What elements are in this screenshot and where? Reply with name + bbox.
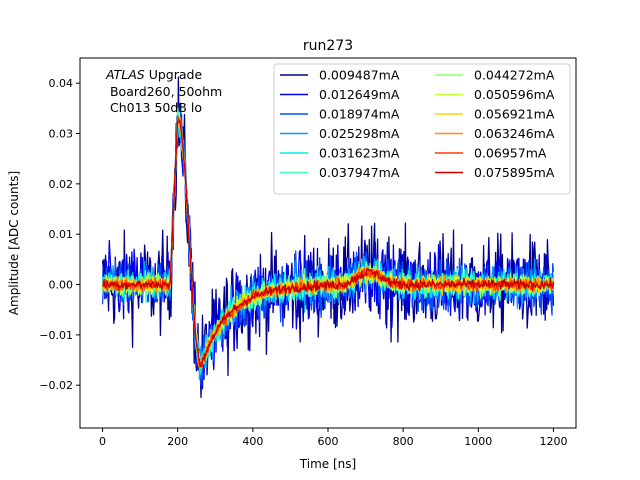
legend-label: 0.009487mA — [319, 68, 400, 83]
x-tick-label: 800 — [393, 435, 414, 448]
annotation-line1: ATLAS Upgrade — [105, 67, 202, 82]
y-tick-label: 0.02 — [49, 178, 74, 191]
series-line-12 — [102, 119, 555, 368]
series-layer — [101, 76, 555, 399]
y-axis: −0.02 −0.01 0.00 0.01 0.02 0.03 0.04 — [39, 77, 80, 392]
y-tick-label: −0.02 — [39, 379, 73, 392]
legend-label: 0.050596mA — [474, 87, 555, 102]
x-tick-label: 1000 — [464, 435, 492, 448]
plot-area — [101, 76, 555, 399]
x-axis: 0 200 400 600 800 1000 1200 — [99, 428, 567, 448]
annotation-atlas: ATLAS — [105, 67, 145, 82]
y-tick-label: 0.04 — [49, 77, 74, 90]
series-line-3 — [101, 104, 555, 387]
legend-label: 0.012649mA — [319, 87, 400, 102]
legend: 0.009487mA 0.012649mA 0.018974mA 0.025298mA… — [273, 63, 571, 195]
y-tick-label: −0.01 — [39, 329, 73, 342]
legend-box — [273, 63, 571, 195]
legend-label: 0.018974mA — [319, 107, 400, 122]
legend-label: 0.025298mA — [319, 126, 400, 141]
legend-label: 0.063246mA — [474, 126, 555, 141]
chart-title: run273 — [303, 38, 353, 54]
x-axis-label: Time [ns] — [299, 457, 356, 471]
atlas-annotation: ATLAS Upgrade Board260, 50ohm Ch013 50dB… — [105, 67, 222, 115]
legend-items: 0.009487mA 0.012649mA 0.018974mA 0.025298mA… — [280, 68, 555, 180]
y-tick-label: 0.01 — [49, 228, 74, 241]
legend-label: 0.06957mA — [474, 146, 547, 161]
annotation-line2: Board260, 50ohm — [106, 84, 222, 99]
y-tick-label: 0.03 — [49, 128, 74, 141]
annotation-upgrade: Upgrade — [145, 67, 203, 82]
x-tick-label: 200 — [167, 435, 188, 448]
legend-label: 0.037947mA — [319, 165, 400, 180]
legend-label: 0.075895mA — [474, 165, 555, 180]
x-tick-label: 1200 — [539, 435, 567, 448]
legend-label: 0.056921mA — [474, 107, 555, 122]
legend-label: 0.031623mA — [319, 146, 400, 161]
x-tick-label: 0 — [99, 435, 106, 448]
x-tick-label: 400 — [242, 435, 263, 448]
legend-label: 0.044272mA — [474, 68, 555, 83]
y-axis-label: Amplitude [ADC counts] — [7, 171, 21, 315]
annotation-line3: Ch013 50dB lo — [106, 100, 202, 115]
y-tick-label: 0.00 — [49, 279, 74, 292]
x-tick-label: 600 — [318, 435, 339, 448]
